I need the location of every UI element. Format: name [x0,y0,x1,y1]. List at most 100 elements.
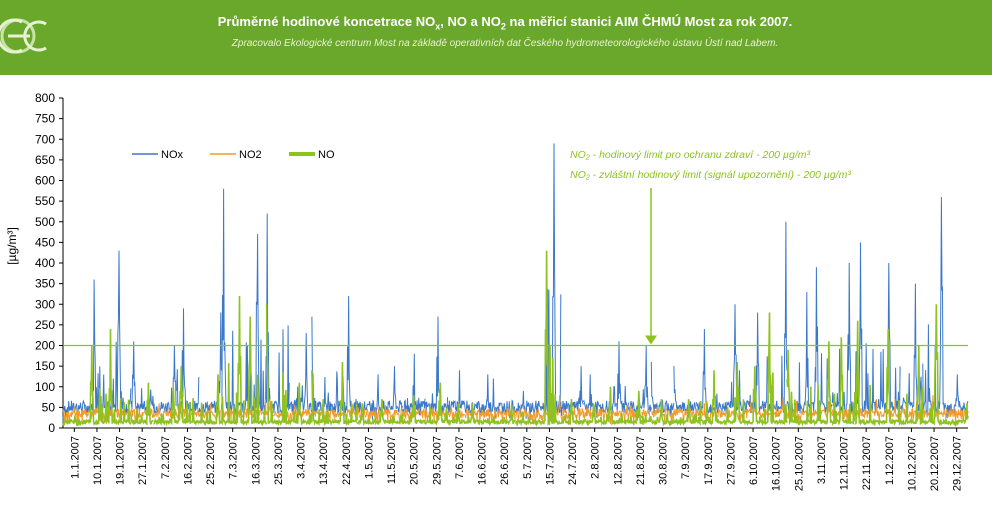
series-no-mark [651,399,675,427]
x-tick-label: 27.1.2007 [137,436,149,485]
series-nox-mark [85,279,109,414]
series-nox-mark [243,234,268,414]
y-tick-label: 350 [35,277,55,291]
x-tick-label: 13.4.2007 [318,436,330,485]
ec-logo-icon [0,18,47,54]
y-tick-label: 600 [35,174,55,188]
x-tick-label: 11.5.2007 [386,436,398,484]
x-tick-label: 1.5.2007 [363,436,375,479]
annotation-alert-limit: NO₂ - zvláštní hodinový limit (signál up… [570,169,851,181]
series-no-mark [899,345,924,426]
y-tick-label: 750 [35,112,55,126]
series-nox-mark [650,361,675,418]
y-tick-label: 200 [35,339,55,353]
y-tick-label: 100 [35,380,55,394]
x-tick-label: 24.7.2007 [567,436,579,485]
series-no2-mark [62,406,87,426]
x-tick-label: 25.3.2007 [273,436,285,485]
series-no2-mark [379,405,403,425]
series-no2-mark [221,397,245,424]
series-no-mark [605,386,630,426]
x-tick-label: 15.7.2007 [544,436,556,485]
x-tick-label: 7.6.2007 [454,436,466,479]
legend: NOx NO2 NO [132,149,335,161]
x-tick-label: 16.2.2007 [182,436,194,485]
x-tick-label: 5.7.2007 [522,436,534,479]
series-no-mark [446,403,471,427]
y-tick-label: 700 [35,132,55,146]
x-tick-label: 2.8.2007 [590,436,602,479]
series-no-mark [311,370,335,427]
series-no-mark [763,312,788,426]
legend-item-no: NO [289,149,335,161]
series-no-mark [627,390,653,427]
series-nox-mark [130,341,154,413]
x-tick-label: 21.8.2007 [635,436,647,485]
legend-label: NO2 [239,149,262,161]
series-nox-mark [831,262,856,414]
x-tick-label: 3.4.2007 [296,436,308,479]
series-no-mark [243,316,268,427]
x-tick-label: 7.2.2007 [160,436,172,479]
title-sub-2: 2 [500,21,506,32]
x-axis: 1.1.2007 10.1.2007 19.1.2007 27.1.2007 7.2.2… [63,427,968,491]
series-no2-mark [944,407,969,425]
series-no-mark [107,328,132,426]
series-no [62,250,969,428]
x-tick-label: 6.10.2007 [748,436,760,485]
series-no2-mark [809,401,833,418]
series-no-mark [741,366,765,427]
x-tick-label: 30.8.2007 [658,436,670,485]
x-tick-label: 10.1.2007 [92,436,104,485]
series-nox [62,143,969,424]
x-tick-label: 27.9.2007 [725,436,737,485]
series-no-mark [560,399,585,427]
series-nox-mark [877,262,901,414]
title-sub-x: x [435,21,441,32]
series-no2-mark [899,401,924,421]
series-no2-mark [85,403,109,423]
series-no-mark [175,366,200,427]
x-tick-label: 10.12.2007 [906,436,918,491]
x-tick-label: 1.12.2007 [884,436,896,485]
x-tick-label: 29.5.2007 [431,436,443,485]
y-axis-label: [µg/m³] [5,227,19,265]
x-tick-label: 25.10.2007 [793,436,805,491]
y-tick-label: 650 [35,153,55,167]
chart-subtitle: Zpracovalo Ekologické centrum Most na zá… [231,38,779,49]
series-no-mark [944,403,969,428]
y-tick-label: 450 [35,235,55,249]
y-tick-label: 300 [35,297,55,311]
chart-title: Průměrné hodinové koncetrace NOx, NO a N… [90,14,920,32]
series-no-mark [220,295,245,427]
y-tick-label: 150 [35,359,55,373]
x-tick-label: 22.11.2007 [861,436,873,490]
x-tick-label: 1.1.2007 [69,436,81,479]
series-no-mark [537,250,562,427]
series-no-mark [582,403,607,427]
x-tick-label: 16.10.2007 [771,436,783,491]
series-no-mark [876,328,901,426]
x-tick-label: 12.8.2007 [612,436,624,485]
x-tick-label: 20.5.2007 [409,436,421,485]
series-no-mark [198,374,222,427]
y-tick-label: 550 [35,194,55,208]
series-no-mark [333,361,358,427]
series-no-mark [288,382,313,426]
series-no-mark [401,394,426,426]
x-tick-label: 12.11.2007 [839,436,851,490]
series-no-mark [356,403,381,427]
x-tick-label: 16.3.2007 [250,436,262,485]
y-tick-label: 50 [42,400,56,414]
x-tick-label: 19.1.2007 [115,436,127,485]
title-part-3: na měřicí stanici AIM ČHMÚ Most za rok 2… [505,14,793,29]
title-part-1: Průměrné hodinové koncetrace NO [217,14,436,29]
series-no2-mark [673,407,697,424]
series-no-mark [718,361,743,427]
x-tick-label: 7.9.2007 [680,436,692,479]
series-no2-mark [718,401,743,421]
x-tick-label: 22.4.2007 [341,436,353,485]
x-tick-label: 7.3.2007 [228,436,240,479]
annotation-health-limit: NO₂ - hodinový limit pro ochranu zdraví … [570,149,810,161]
legend-label: NO [318,149,335,161]
